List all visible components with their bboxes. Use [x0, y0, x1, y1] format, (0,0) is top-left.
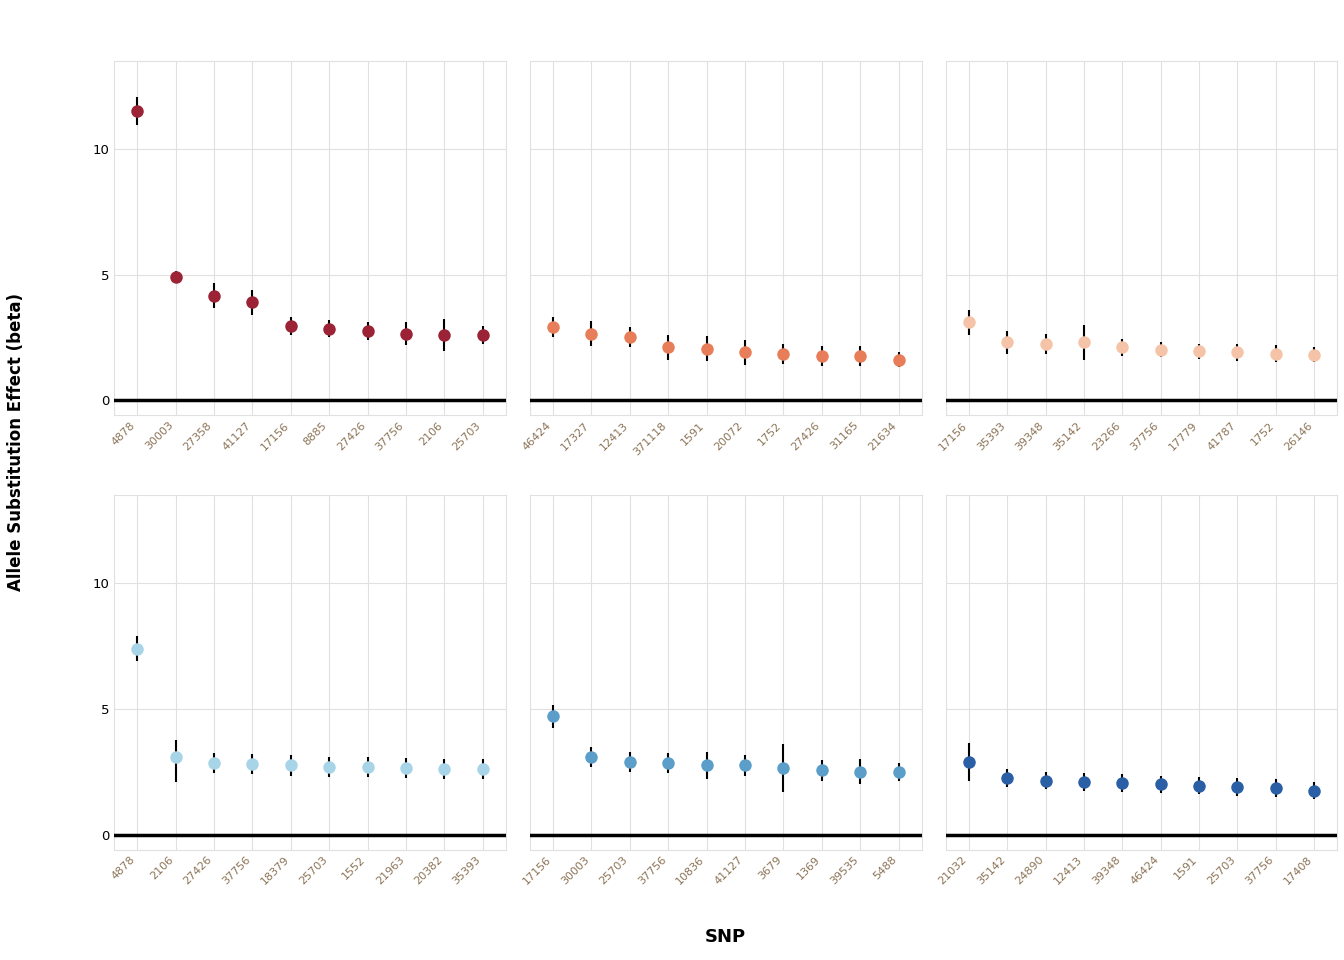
Text: C and D: C and D	[271, 38, 349, 57]
Text: L and Y: L and Y	[1105, 472, 1179, 491]
Text: C and L: C and L	[688, 38, 763, 57]
Text: D and Y: D and Y	[687, 472, 765, 491]
Text: C and Y: C and Y	[1103, 38, 1180, 57]
Text: Allele Substitution Effect (beta): Allele Substitution Effect (beta)	[7, 293, 26, 590]
Text: SNP: SNP	[706, 927, 746, 946]
Text: D and L: D and L	[271, 472, 348, 491]
